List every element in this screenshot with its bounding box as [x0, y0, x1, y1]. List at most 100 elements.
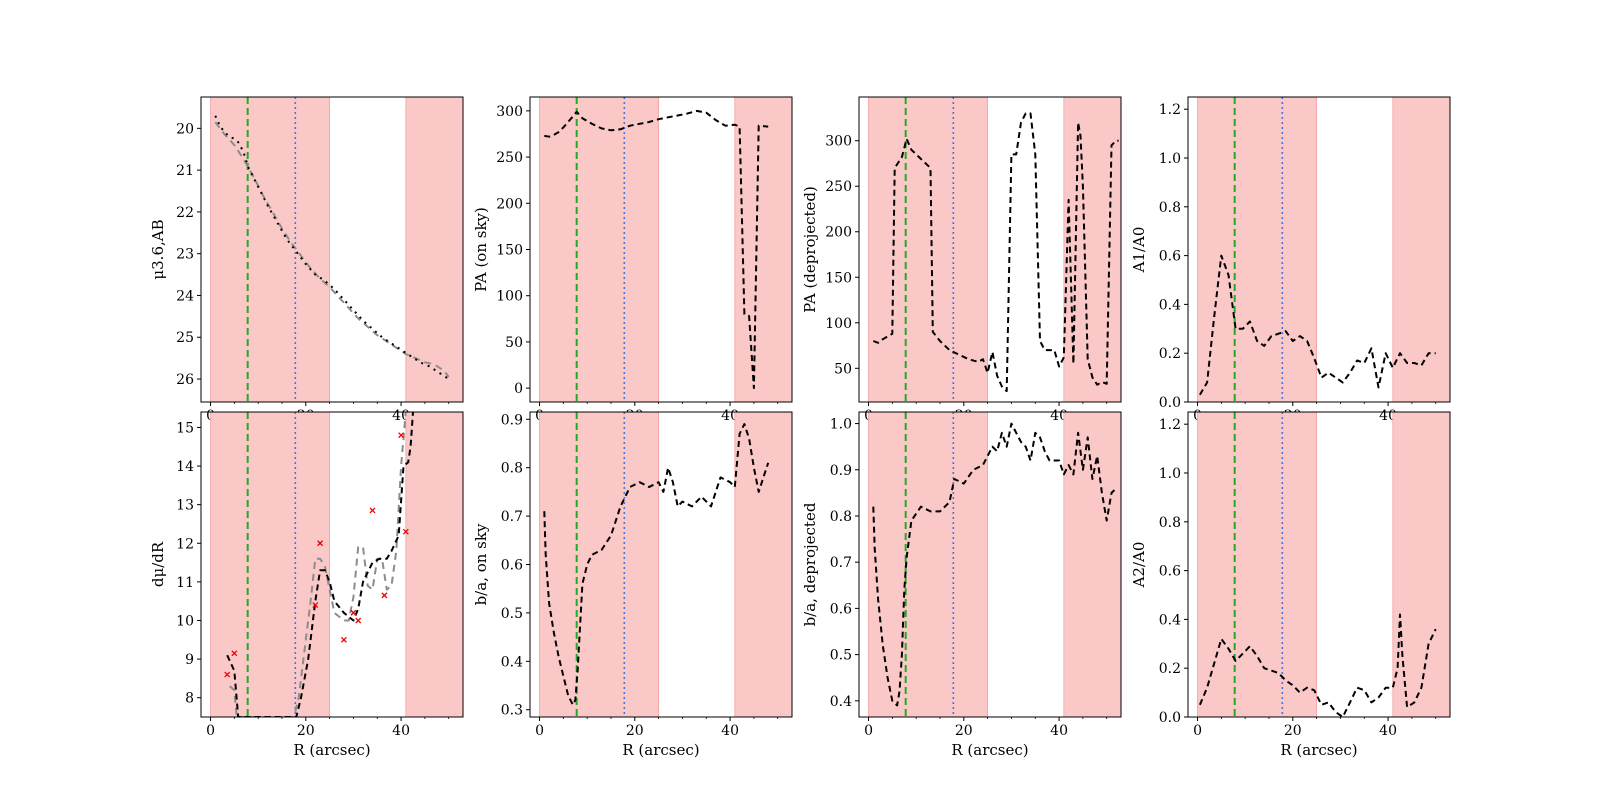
y-tick-label: 0.4: [1159, 612, 1181, 628]
x-tick-label: 20: [626, 723, 644, 739]
y-tick-label: 0.8: [1159, 515, 1181, 531]
y-axis-label: PA (on sky): [472, 207, 490, 292]
y-tick-label: 0.7: [830, 555, 852, 571]
plot-area: [539, 97, 792, 402]
shaded-band-1: [405, 97, 463, 402]
data-point-raw: [224, 671, 231, 678]
shaded-band-0: [210, 97, 330, 402]
data-point-raw: [355, 617, 362, 624]
y-tick-label: 50: [505, 335, 523, 351]
y-tick-label: 0.8: [501, 461, 523, 477]
y-tick-label: 10: [176, 613, 194, 629]
y-axis-label: b/a, on sky: [472, 523, 490, 605]
shaded-band-1: [1392, 97, 1450, 402]
y-tick-label: 1.2: [1159, 417, 1181, 433]
data-point-raw: [312, 602, 319, 608]
plot-frame: [858, 96, 1122, 403]
y-tick-label: 22: [176, 205, 194, 221]
data-point-raw: [398, 432, 405, 439]
y-tick-label: 25: [176, 330, 194, 346]
plot-area: [1197, 412, 1450, 717]
y-tick-label: 0.4: [830, 694, 852, 710]
data-point-raw: [402, 528, 409, 535]
y-tick-label: 1.0: [1159, 466, 1181, 482]
y-tick-label: 0.2: [1159, 346, 1181, 362]
y-axis-label: b/a, deprojected: [801, 502, 819, 626]
plot-area: [868, 97, 1121, 402]
y-tick-label: 15: [176, 420, 194, 436]
shaded-band-1: [734, 97, 792, 402]
y-tick-label: 1.0: [1159, 151, 1181, 167]
series-line-b/a: [872, 422, 1117, 707]
data-point-raw: [317, 540, 324, 547]
panel-mu: 0204020212223242526μ3.6,AB: [149, 96, 464, 424]
y-tick-label: 150: [825, 270, 852, 286]
plot-area: [868, 412, 1121, 717]
panel-a2-a0: 0 20 40 0.0 0.2 0.4 0.6 0.8 1.0 1.2 A2/A0 R (arcsec…: [1130, 411, 1451, 759]
y-tick-label: 20: [176, 121, 194, 137]
x-tick-label: 20: [955, 723, 973, 739]
shaded-band-0: [1197, 412, 1317, 717]
y-tick-label: 100: [825, 316, 852, 332]
y-tick-label: 300: [496, 104, 523, 120]
plot-frame: [1187, 411, 1451, 718]
data-point-raw: [350, 609, 357, 616]
data-point-raw: [369, 507, 376, 514]
y-tick-label: 0.5: [501, 606, 523, 622]
plot-frame: [200, 411, 464, 718]
series-line-data: [214, 115, 450, 380]
y-tick-label: 0.0: [1159, 710, 1181, 726]
series-line-A2/A0: [1198, 613, 1437, 717]
y-tick-label: 0.9: [830, 463, 852, 479]
y-tick-label: 0.8: [1159, 200, 1181, 216]
y-tick-label: 9: [185, 652, 194, 668]
series-line-A1/A0: [1199, 254, 1436, 396]
y-tick-label: 0: [514, 381, 523, 397]
shaded-band-0: [539, 412, 659, 717]
y-tick-label: 0.6: [501, 558, 523, 574]
x-tick-label: 20: [1284, 723, 1302, 739]
y-tick-label: 0.8: [830, 509, 852, 525]
y-tick-label: 0.3: [501, 703, 523, 719]
x-tick-label: 40: [1379, 723, 1397, 739]
series-line-b/a: [543, 423, 770, 706]
data-point-raw: [340, 636, 347, 643]
y-tick-label: 0.2: [1159, 661, 1181, 677]
series-line-smooth: [228, 412, 407, 717]
y-tick-label: 26: [176, 372, 194, 388]
y-tick-label: 300: [825, 134, 852, 150]
y-tick-label: 50: [834, 361, 852, 377]
y-tick-label: 0.9: [501, 412, 523, 428]
x-tick-label: 40: [1050, 723, 1068, 739]
plot-frame: [1187, 96, 1451, 403]
shaded-band-1: [405, 412, 463, 717]
series-line-PA: [872, 112, 1119, 393]
y-tick-label: 200: [825, 225, 852, 241]
panel-pa-deprojected: 0204050100150200250300PA (deprojected): [801, 96, 1122, 424]
y-tick-label: 100: [496, 289, 523, 305]
y-tick-label: 0.4: [501, 654, 523, 670]
y-tick-label: 13: [176, 498, 194, 514]
y-tick-label: 0.6: [1159, 249, 1181, 265]
y-tick-label: 11: [176, 575, 194, 591]
data-point-raw: [381, 592, 388, 599]
plot-area: [210, 97, 463, 402]
y-tick-label: 21: [176, 163, 194, 179]
plot-area: [1197, 97, 1450, 402]
y-tick-label: 0.6: [1159, 564, 1181, 580]
y-axis-label: A2/A0: [1130, 542, 1148, 589]
data-point-raw: [231, 650, 238, 657]
series-line-model: [214, 121, 450, 378]
shaded-band-0: [539, 97, 659, 402]
panel-dmu-dr: 0 20 40 8 9 10 11 12 13 14 15 dμ/dR R (arcsec): [149, 411, 464, 759]
x-tick-label: 0: [864, 723, 873, 739]
shaded-band-1: [1063, 97, 1121, 402]
y-tick-label: 0.4: [1159, 297, 1181, 313]
x-tick-label: 40: [392, 723, 410, 739]
shaded-band-0: [1197, 97, 1317, 402]
y-tick-label: 1.0: [830, 417, 852, 433]
y-tick-label: 250: [825, 179, 852, 195]
y-tick-label: 150: [496, 243, 523, 259]
